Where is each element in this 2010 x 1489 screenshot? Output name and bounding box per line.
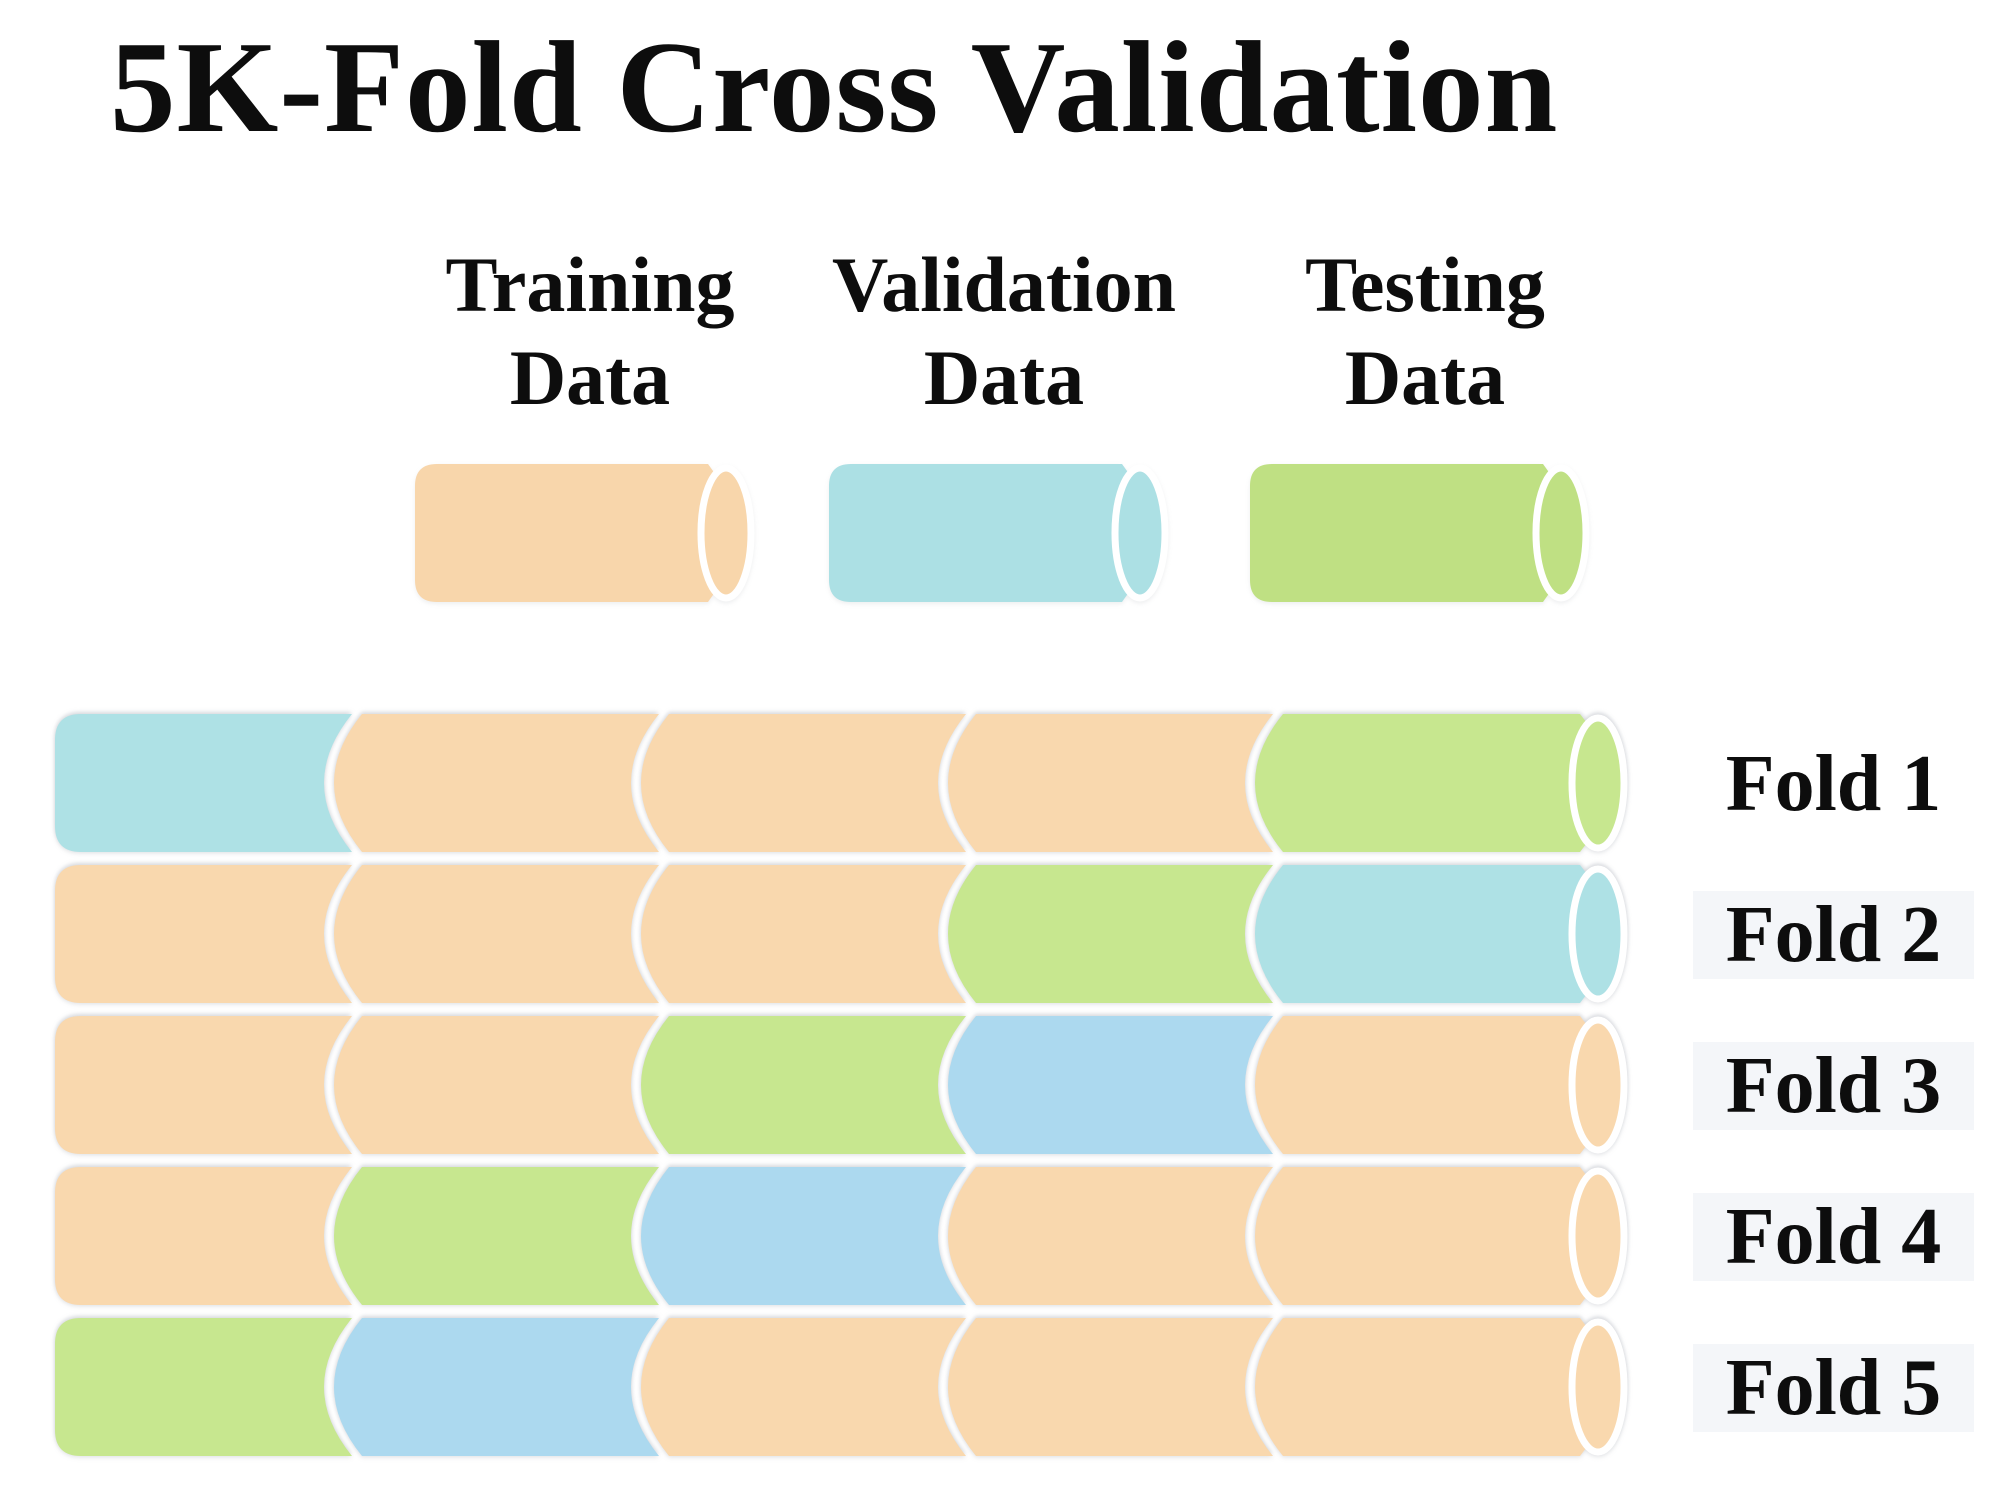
- fold-row-1: [55, 714, 1628, 852]
- cylinder-segment: [829, 464, 1148, 602]
- legend-item-training: Training Data: [390, 238, 790, 602]
- cylinder-segment: [334, 865, 659, 1003]
- legend-label-validation: Validation Data: [832, 241, 1176, 421]
- cylinder-segment: [55, 1167, 352, 1305]
- cylinder-segment: [55, 1016, 352, 1154]
- fold-rows: [55, 712, 1645, 1467]
- cylinder-segment: [1255, 1318, 1608, 1456]
- cylinder-segment: [641, 865, 966, 1003]
- cylinder-end-cap: [1568, 1016, 1628, 1154]
- cylinder-segment: [948, 865, 1273, 1003]
- cylinder-end-cap: [697, 464, 755, 602]
- fold-label: Fold 3: [1693, 1042, 1974, 1130]
- legend-label-testing: Testing Data: [1305, 241, 1545, 421]
- cylinder-segment: [1255, 1167, 1608, 1305]
- cylinder-segment: [641, 1318, 966, 1456]
- cylinder-end-cap: [1568, 714, 1628, 852]
- cylinder-segment: [1255, 1016, 1608, 1154]
- cylinder-segment: [55, 1318, 352, 1456]
- page-title: 5K-Fold Cross Validation: [110, 15, 1559, 160]
- cylinder-segment: [334, 714, 659, 852]
- cylinder-segment: [641, 714, 966, 852]
- cylinder-segment: [334, 1016, 659, 1154]
- cylinder-segment: [55, 865, 352, 1003]
- cylinder-segment: [948, 1318, 1273, 1456]
- cylinder-segment: [415, 464, 734, 602]
- cylinder-segment: [55, 714, 352, 852]
- legend-label-training: Training Data: [445, 241, 735, 421]
- fold-row-5: [55, 1318, 1628, 1456]
- fold-label: Fold 4: [1693, 1193, 1974, 1281]
- cylinder-end-cap: [1111, 464, 1169, 602]
- fold-row-4: [55, 1167, 1628, 1305]
- fold-labels: Fold 1 Fold 2 Fold 3 Fold 4 Fold 5: [1693, 0, 1974, 1489]
- legend-item-testing: Testing Data: [1225, 238, 1625, 602]
- legend-item-validation: Validation Data: [804, 238, 1204, 602]
- cylinder-segment: [1255, 865, 1608, 1003]
- cylinder-segment: [641, 1016, 966, 1154]
- cylinder-segment: [948, 1167, 1273, 1305]
- cylinder-segment: [948, 714, 1273, 852]
- fold-label: Fold 2: [1693, 891, 1974, 979]
- cylinder-end-cap: [1568, 1318, 1628, 1456]
- cylinder-segment: [1255, 714, 1608, 852]
- fold-row-3: [55, 1016, 1628, 1154]
- cylinder-segment: [334, 1318, 659, 1456]
- cylinder-end-cap: [1532, 464, 1590, 602]
- fold-label: Fold 1: [1725, 740, 1942, 828]
- cylinder-segment: [1250, 464, 1569, 602]
- fold-label: Fold 5: [1693, 1344, 1974, 1432]
- cylinder-segment: [641, 1167, 966, 1305]
- testing-cylinder-icon: [1250, 464, 1590, 602]
- fold-row-2: [55, 865, 1628, 1003]
- cylinder-segment: [948, 1016, 1273, 1154]
- cylinder-end-cap: [1568, 865, 1628, 1003]
- cylinder-segment: [334, 1167, 659, 1305]
- cylinder-end-cap: [1568, 1167, 1628, 1305]
- validation-cylinder-icon: [829, 464, 1169, 602]
- training-cylinder-icon: [415, 464, 755, 602]
